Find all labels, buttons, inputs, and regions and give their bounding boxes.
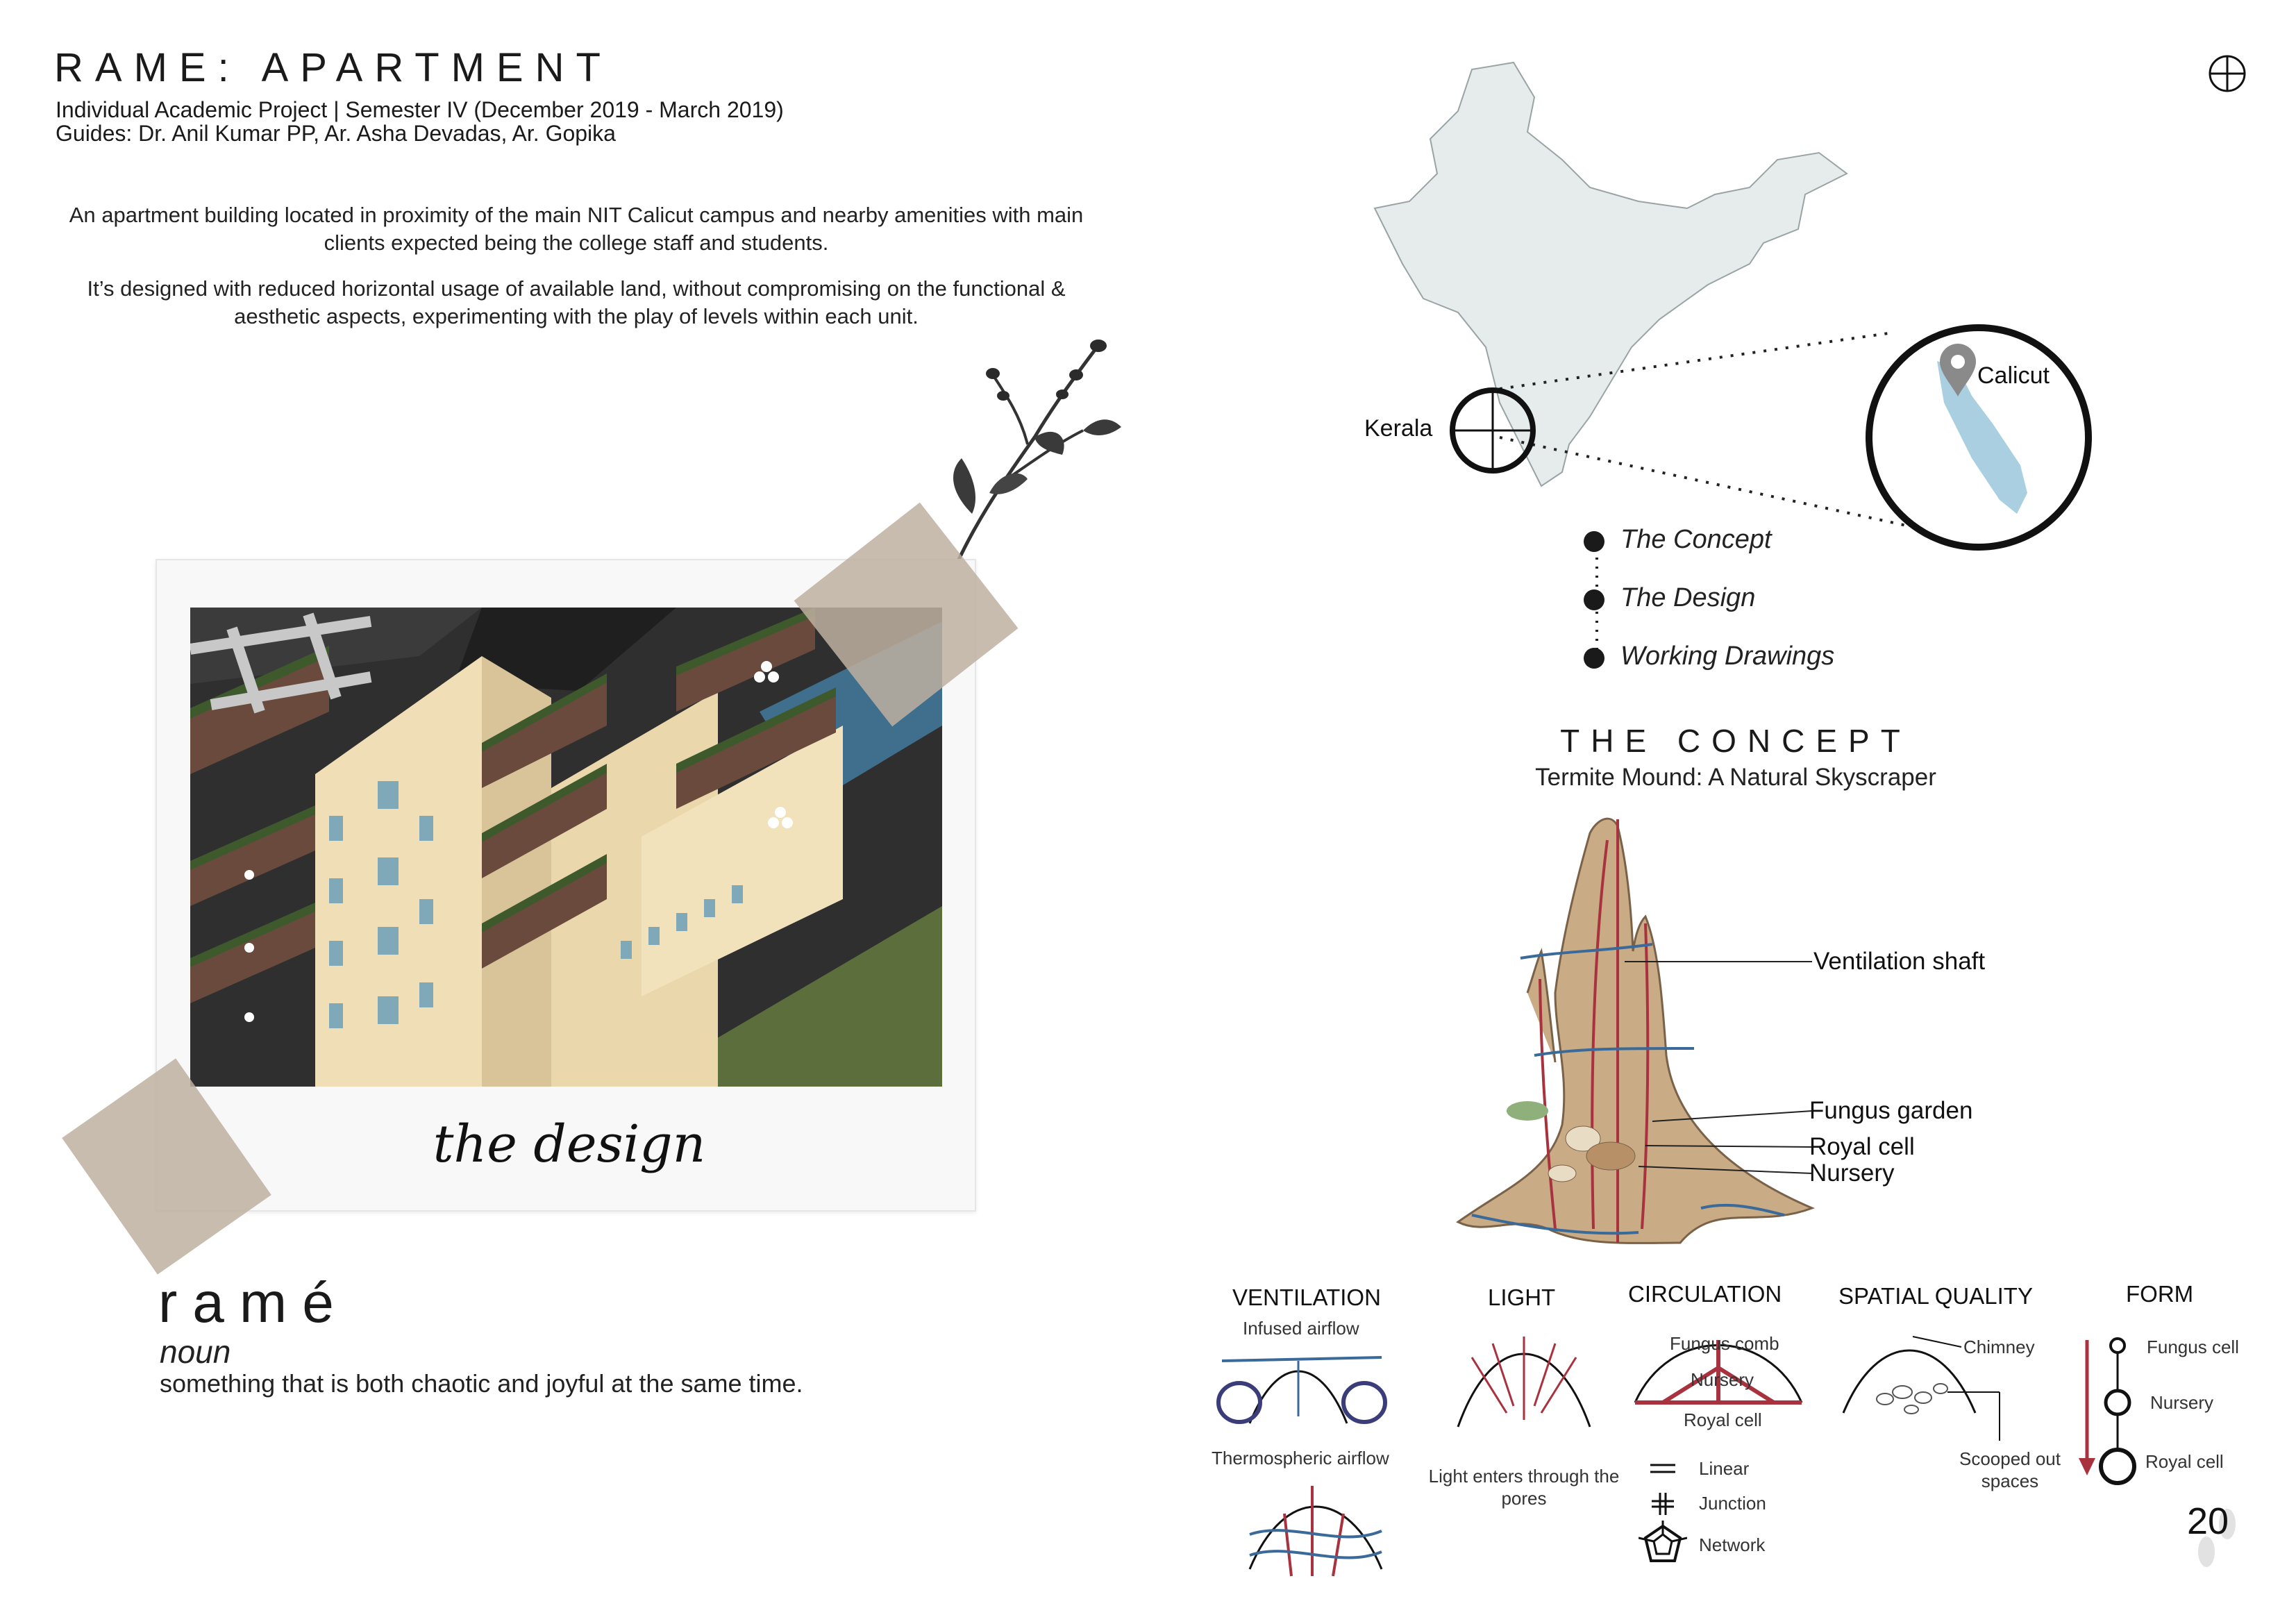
- concept-subtitle: Termite Mound: A Natural Skyscraper: [1535, 764, 1936, 791]
- timeline-item-concept[interactable]: The Concept: [1620, 525, 1772, 554]
- india-map: [1361, 56, 1930, 510]
- circulation-royal-cell: Royal cell: [1684, 1409, 1762, 1430]
- concept-pointer-lines: [1625, 937, 1819, 1191]
- form-heading: FORM: [2126, 1281, 2194, 1307]
- light-heading: LIGHT: [1488, 1284, 1556, 1310]
- circulation-heading: CIRCULATION: [1628, 1281, 1782, 1307]
- circulation-legend-network: Network: [1699, 1534, 1766, 1555]
- junction-icon: [1650, 1491, 1675, 1520]
- timeline-dot-3: [1584, 648, 1604, 669]
- calicut-label: Calicut: [1977, 362, 2050, 389]
- ventilation-top-label: Infused airflow: [1243, 1318, 1359, 1339]
- timeline-dot-2: [1584, 589, 1604, 610]
- ventilation-heading: VENTILATION: [1232, 1284, 1381, 1310]
- kerala-label: Kerala: [1364, 415, 1433, 442]
- concept-heading: THE CONCEPT: [1560, 723, 1911, 759]
- kerala-zoom-lines: [1430, 319, 2125, 545]
- definition-word: ramé: [158, 1271, 349, 1334]
- spatial-quality-diagram: [1836, 1323, 2017, 1451]
- circulation-diagram: [1628, 1319, 1809, 1420]
- timeline-item-working-drawings[interactable]: Working Drawings: [1620, 642, 1835, 671]
- form-nursery: Nursery: [2150, 1392, 2214, 1413]
- spatial-quality-heading: SPATIAL QUALITY: [1838, 1283, 2033, 1309]
- form-fungus-cell: Fungus cell: [2147, 1337, 2239, 1357]
- light-diagram: [1451, 1323, 1597, 1444]
- ventilation-bottom-label: Thermospheric airflow: [1212, 1448, 1389, 1468]
- circulation-fungus-comb: Fungus comb: [1670, 1333, 1779, 1354]
- circulation-legend-junction: Junction: [1699, 1493, 1766, 1514]
- crosshair-icon: [2208, 54, 2247, 97]
- network-icon: [1638, 1521, 1688, 1573]
- page-title: RAME: APARTMENT: [54, 45, 612, 90]
- location-pin-icon: [1937, 342, 1979, 401]
- definition-part-of-speech: noun: [160, 1334, 231, 1370]
- spatial-quality-scooped: Scooped out spaces: [1959, 1448, 2061, 1491]
- kerala-locator-icon: [1448, 385, 1538, 479]
- guides-info: Guides: Dr. Anil Kumar PP, Ar. Asha Deva…: [56, 121, 616, 146]
- circulation-nursery: Nursery: [1691, 1369, 1754, 1390]
- definition-meaning: something that is both chaotic and joyfu…: [160, 1369, 803, 1398]
- ventilation-diagram-infused: [1208, 1340, 1396, 1448]
- branch-illustration: [923, 333, 1132, 587]
- kerala-detail-circle: [1861, 319, 2097, 559]
- form-royal-cell: Royal cell: [2145, 1451, 2224, 1472]
- footprints-icon: [2193, 1496, 2241, 1583]
- project-info: Individual Academic Project | Semester I…: [56, 97, 784, 122]
- circulation-legend-linear: Linear: [1699, 1458, 1750, 1479]
- timeline-item-design[interactable]: The Design: [1620, 583, 1756, 612]
- apartment-render: [190, 608, 942, 1087]
- label-royal-cell: Royal cell: [1809, 1133, 1915, 1160]
- light-caption: Light enters through the pores: [1428, 1466, 1620, 1509]
- linear-icon: [1649, 1462, 1677, 1479]
- page-number: 20: [2187, 1500, 2229, 1542]
- form-diagram: [2076, 1333, 2152, 1496]
- photo-caption: the design: [433, 1114, 706, 1174]
- intro-paragraph-1: An apartment building located in proximi…: [69, 203, 1084, 255]
- ventilation-diagram-thermospheric: [1243, 1472, 1389, 1587]
- label-nursery: Nursery: [1809, 1160, 1895, 1187]
- timeline-dot-1: [1584, 531, 1604, 552]
- spatial-quality-chimney: Chimney: [1963, 1337, 2035, 1357]
- label-ventilation-shaft: Ventilation shaft: [1813, 948, 1986, 975]
- intro-paragraph-2: It’s designed with reduced horizontal us…: [87, 276, 1066, 328]
- label-fungus-garden: Fungus garden: [1809, 1097, 1973, 1124]
- termite-mound-illustration: [1451, 812, 1847, 1260]
